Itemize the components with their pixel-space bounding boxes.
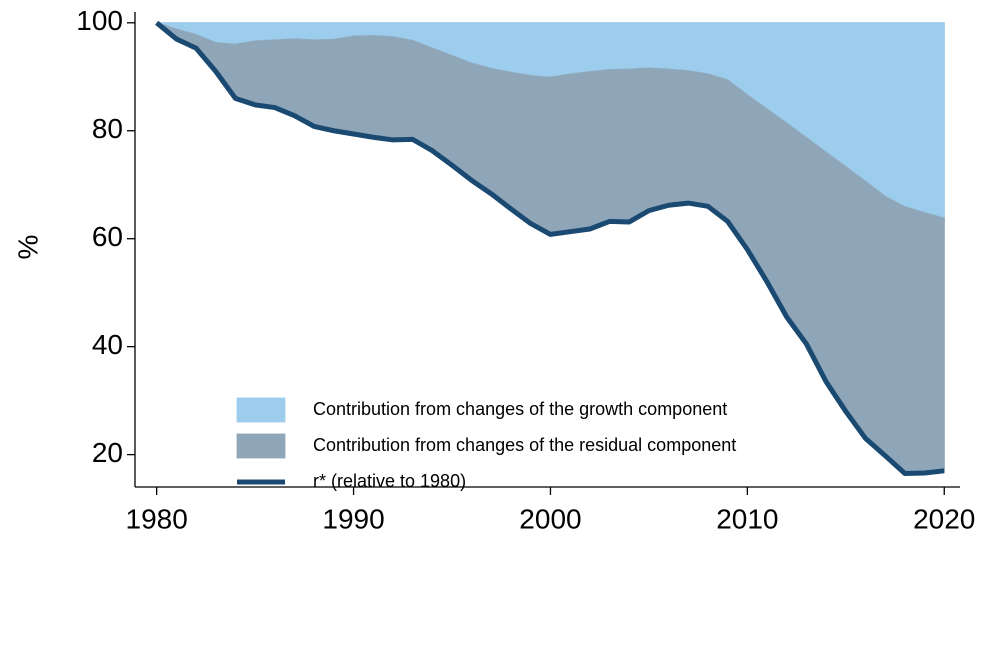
legend-swatch bbox=[236, 397, 286, 423]
legend-label: r* (relative to 1980) bbox=[313, 471, 466, 491]
legend-swatch bbox=[236, 433, 286, 459]
x-tick-label: 2000 bbox=[519, 503, 581, 534]
legend-label: Contribution from changes of the residua… bbox=[313, 435, 736, 455]
y-tick-label: 60 bbox=[92, 221, 123, 252]
x-tick-label: 2020 bbox=[913, 503, 975, 534]
legend-label: Contribution from changes of the growth … bbox=[313, 399, 727, 419]
y-axis-label: % bbox=[12, 235, 43, 260]
x-tick-label: 2010 bbox=[716, 503, 778, 534]
line bbox=[155, 20, 945, 477]
y-tick-label: 40 bbox=[92, 329, 123, 360]
x-tick-label: 1980 bbox=[126, 503, 188, 534]
y-tick-label: 20 bbox=[92, 437, 123, 468]
y-tick-label: 80 bbox=[92, 113, 123, 144]
x-tick-label: 1990 bbox=[322, 503, 384, 534]
y-tick-label: 100 bbox=[76, 5, 123, 36]
